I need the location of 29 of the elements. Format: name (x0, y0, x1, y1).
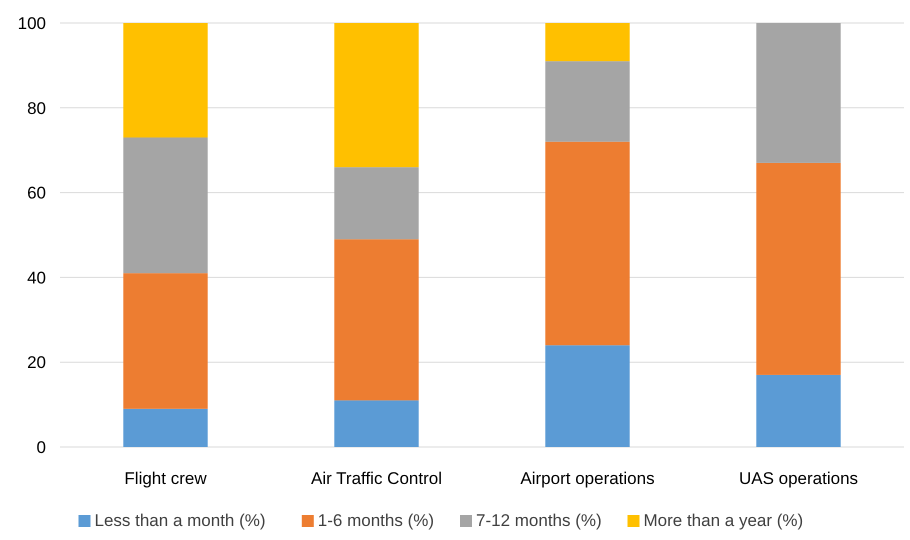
bar (545, 61, 630, 142)
y-tick-label: 40 (27, 268, 46, 288)
bar (123, 273, 208, 409)
legend-label: 1-6 months (%) (318, 511, 434, 530)
bar (123, 23, 208, 138)
bar (756, 374, 841, 447)
y-tick-label: 0 (36, 438, 46, 457)
legend-label: Less than a month (%) (94, 511, 266, 530)
bar (545, 23, 630, 62)
bar (545, 345, 630, 447)
bar (545, 142, 630, 346)
bar (756, 23, 841, 163)
bar (756, 162, 841, 375)
bar (334, 167, 419, 240)
y-tick-label: 80 (27, 98, 46, 118)
y-tick-label: 20 (27, 353, 46, 372)
bar (123, 137, 208, 274)
x-tick-label: Flight crew (124, 469, 208, 488)
legend-label: More than a year (%) (644, 511, 804, 530)
bar (123, 408, 208, 447)
bar (334, 23, 419, 168)
y-tick-label: 60 (27, 184, 46, 203)
legend-label: 7-12 months (%) (476, 511, 602, 530)
bar (334, 239, 419, 400)
x-tick-label: Airport operations (520, 469, 655, 488)
x-tick-label: Air Traffic Control (310, 469, 442, 488)
bar (334, 400, 419, 447)
x-tick-label: UAS operations (738, 469, 858, 488)
y-tick-label: 100 (18, 14, 46, 33)
